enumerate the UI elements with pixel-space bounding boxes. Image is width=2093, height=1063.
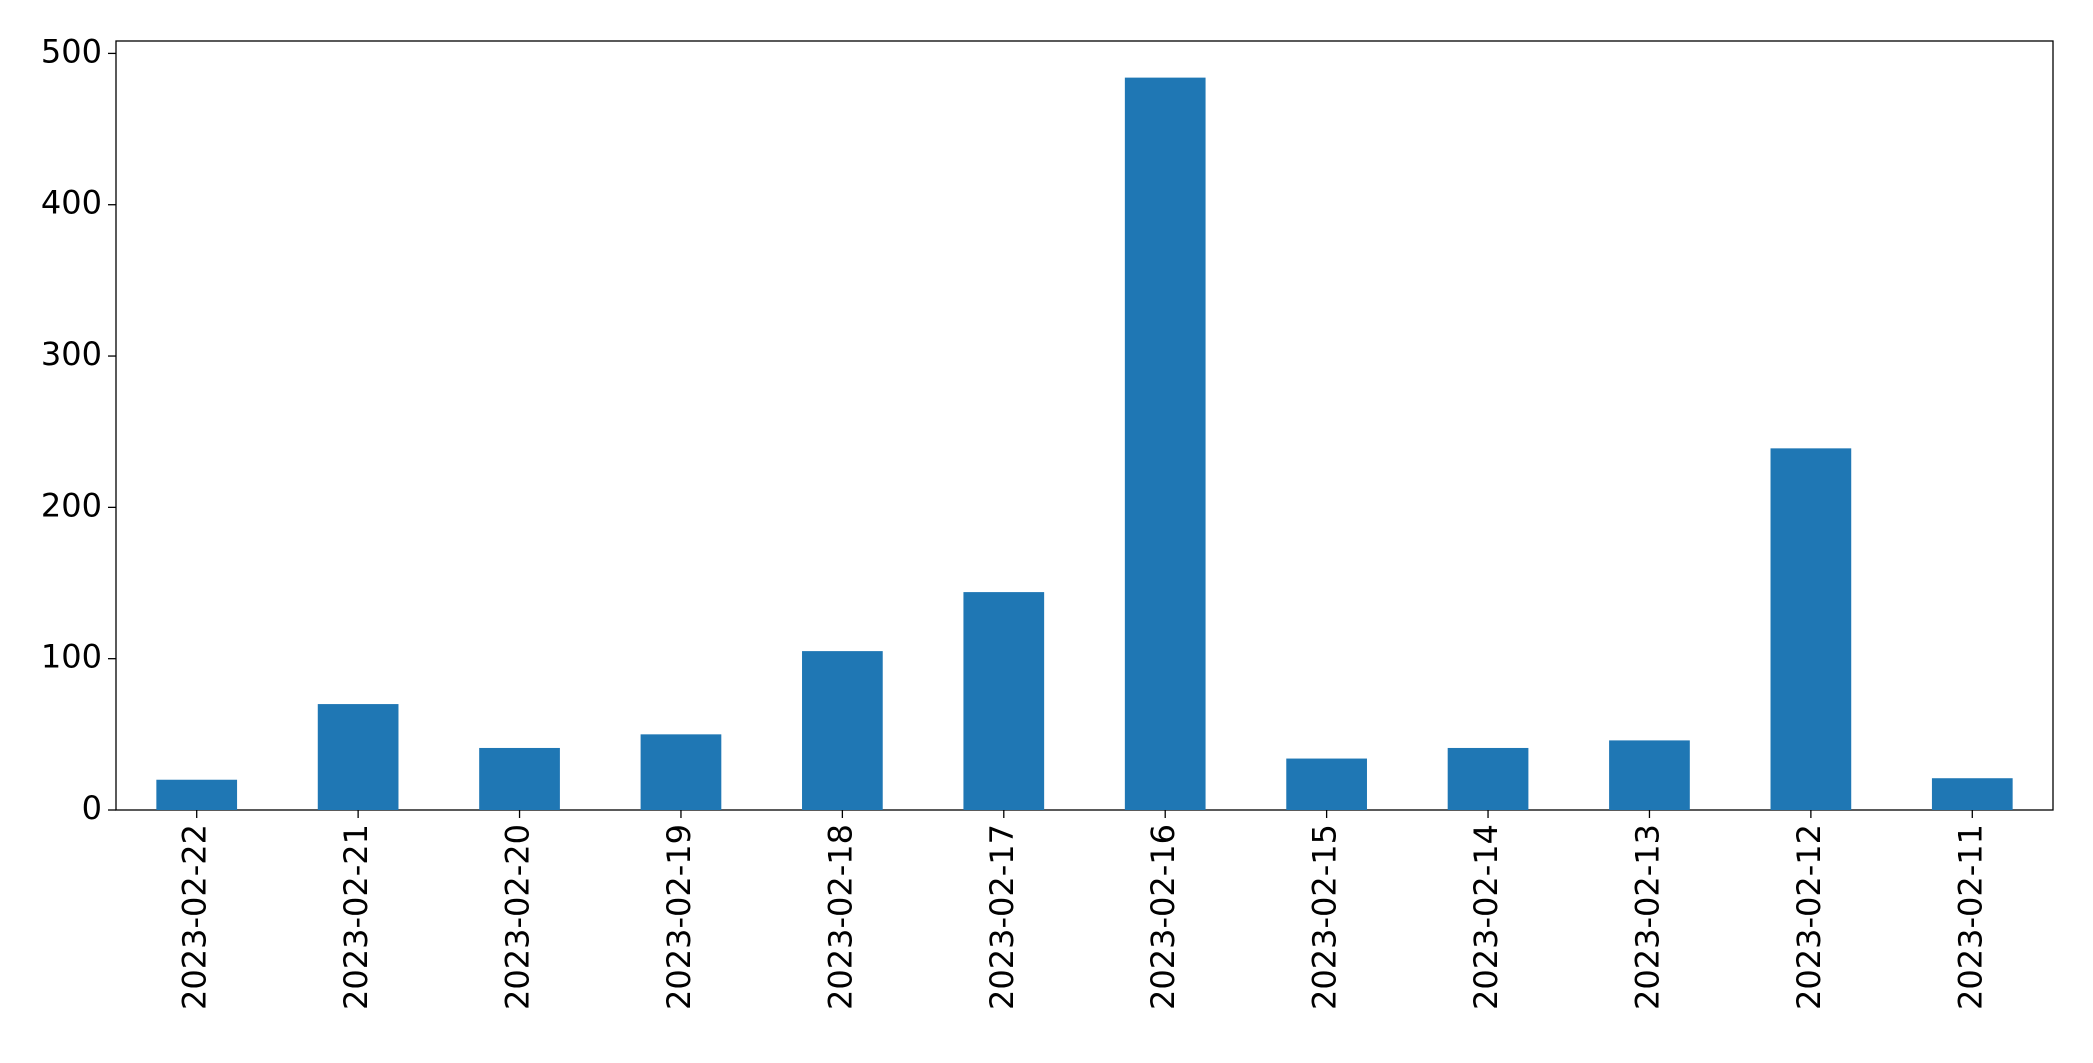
bar [802, 651, 883, 810]
bar [1447, 747, 1529, 810]
x-tick-label: 2023-02-16 [1144, 824, 1182, 1010]
bar [1770, 448, 1852, 810]
y-tick-label: 0 [82, 789, 102, 827]
bar [156, 779, 238, 810]
x-tick-label: 2023-02-15 [1306, 824, 1344, 1010]
x-tick-label: 2023-02-17 [983, 824, 1021, 1010]
x-tick-label: 2023-02-21 [337, 824, 375, 1010]
y-tick-label: 500 [41, 32, 102, 70]
x-tick-label: 2023-02-20 [499, 824, 537, 1010]
x-tick-label: 2023-02-14 [1467, 824, 1505, 1010]
y-tick-label: 100 [41, 638, 102, 676]
bar [1931, 778, 2013, 810]
bar [317, 704, 399, 810]
bar [640, 734, 722, 810]
x-tick-label: 2023-02-22 [176, 824, 214, 1010]
bar [1286, 758, 1367, 810]
x-tick-label: 2023-02-13 [1628, 824, 1666, 1010]
x-tick-label: 2023-02-12 [1790, 824, 1828, 1010]
bar [963, 592, 1045, 810]
y-tick-label: 300 [41, 335, 102, 373]
bar [1609, 740, 1690, 810]
bar [1124, 77, 1206, 811]
x-tick-label: 2023-02-18 [821, 824, 859, 1010]
y-tick-label: 200 [41, 486, 102, 524]
bar [479, 747, 560, 810]
plot-frame [115, 40, 2054, 811]
x-tick-label: 2023-02-19 [660, 824, 698, 1010]
y-tick-label: 400 [41, 184, 102, 222]
x-tick-label: 2023-02-11 [1951, 824, 1989, 1010]
